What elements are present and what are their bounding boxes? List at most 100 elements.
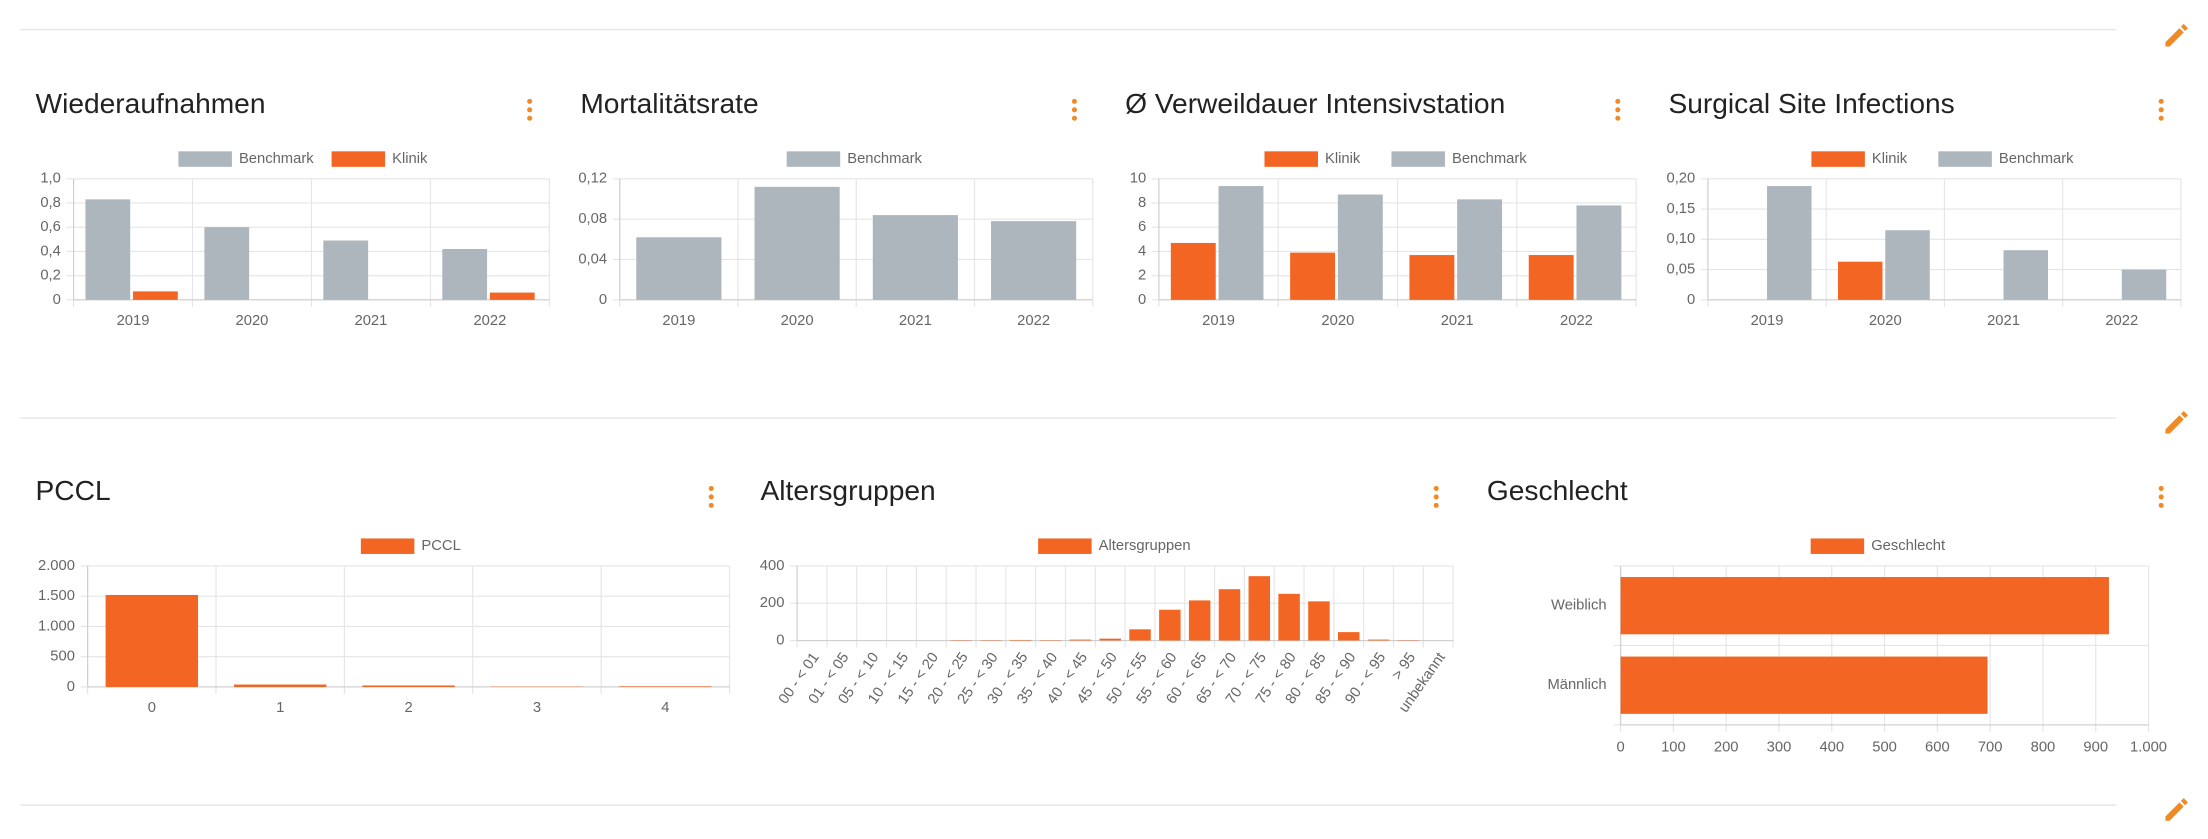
chart-title: Wiederaufnahmen <box>36 88 266 119</box>
bar <box>1528 255 1574 300</box>
bar <box>1457 199 1503 300</box>
x-tick-label: 200 <box>1714 739 1739 755</box>
x-tick-label: 2020 <box>236 313 269 329</box>
y-tick-label: 1,0 <box>40 171 61 187</box>
y-tick-label: 500 <box>50 649 75 665</box>
bar <box>1337 194 1383 300</box>
legend-label: Klinik <box>1325 151 1361 167</box>
x-tick-label: 2022 <box>473 313 506 329</box>
y-tick-label: 10 <box>1130 171 1146 187</box>
legend-swatch <box>1391 151 1445 167</box>
x-tick-label: 800 <box>2031 739 2056 755</box>
chart-panel: Ø Verweildauer Intensivstation Klinik Benc… <box>1125 88 1637 329</box>
edit-icon[interactable] <box>2165 411 2188 434</box>
legend-swatch <box>331 151 386 167</box>
x-tick-label: 1.000 <box>2130 739 2167 755</box>
bar <box>1278 593 1300 641</box>
chart-title: Mortalitätsrate <box>580 88 758 119</box>
legend-label: Benchmark <box>1999 151 2074 167</box>
menu-button[interactable] <box>708 485 714 508</box>
chart-panel: Surgical Site Infections Klinik Benchmark 0… <box>1666 88 2182 329</box>
x-tick-label: 400 <box>1819 739 1844 755</box>
menu-button[interactable] <box>1433 485 1439 508</box>
x-tick-label: 0 <box>1617 739 1625 755</box>
y-tick-label: 2 <box>1138 268 1146 284</box>
bar <box>323 240 369 300</box>
bar <box>1188 600 1211 641</box>
x-tick-label: 900 <box>2083 739 2108 755</box>
bar <box>1159 609 1181 641</box>
menu-button[interactable] <box>1615 98 1621 121</box>
x-tick-label: 500 <box>1872 739 1897 755</box>
x-tick-label: 2019 <box>117 313 150 329</box>
y-tick-label: 0 <box>53 292 61 308</box>
bar <box>362 685 455 687</box>
bar <box>1620 656 1988 714</box>
edit-icon[interactable] <box>2165 798 2188 821</box>
y-tick-label: 0,15 <box>1666 201 1695 217</box>
y-tick-label: 2.000 <box>38 558 75 574</box>
menu-dot <box>2158 485 2164 492</box>
x-tick-label: 700 <box>1978 739 2003 755</box>
menu-button[interactable] <box>2158 485 2164 508</box>
x-tick-label: 2020 <box>1869 313 1902 329</box>
menu-dot <box>527 98 533 104</box>
menu-dot <box>1433 502 1439 508</box>
menu-dot <box>1615 115 1621 121</box>
y-tick-label: Männlich <box>1547 677 1606 693</box>
x-tick-label: 2 <box>404 700 412 716</box>
y-tick-label: 0,4 <box>40 243 61 259</box>
menu-dot <box>1071 115 1077 121</box>
bar <box>1767 186 1812 300</box>
edit-icon[interactable] <box>2165 23 2188 47</box>
bar <box>1069 639 1092 641</box>
y-tick-label: 0,8 <box>40 195 61 211</box>
x-tick-label: 100 <box>1661 739 1686 755</box>
menu-button[interactable] <box>2158 98 2164 121</box>
bar <box>636 237 722 300</box>
legend-swatch <box>178 151 232 167</box>
x-tick-label: 2019 <box>1751 313 1784 329</box>
bar <box>133 291 178 300</box>
y-tick-label: 4 <box>1138 243 1146 259</box>
x-tick-label: 300 <box>1767 739 1792 755</box>
y-tick-label: 0,20 <box>1666 171 1695 187</box>
menu-dot <box>1071 98 1077 104</box>
bar <box>1218 589 1241 641</box>
y-tick-label: 0,12 <box>578 171 607 187</box>
menu-dot <box>1433 494 1439 500</box>
y-tick-label: 0,6 <box>40 219 61 235</box>
y-tick-label: 0 <box>1138 292 1146 308</box>
y-tick-label: 0 <box>1687 292 1695 308</box>
x-tick-label: 2022 <box>1560 313 1593 329</box>
menu-dot <box>708 502 714 508</box>
legend-label: PCCL <box>421 538 460 554</box>
menu-dot <box>1615 107 1621 113</box>
menu-dot <box>527 107 533 113</box>
y-tick-label: 1.500 <box>38 588 75 604</box>
bar <box>1308 601 1330 641</box>
legend-swatch <box>1938 151 1992 167</box>
bar <box>85 199 131 300</box>
chart-title: Ø Verweildauer Intensivstation <box>1125 88 1505 119</box>
bar <box>1129 629 1151 641</box>
x-tick-label: 4 <box>661 700 669 716</box>
y-tick-label: 0,08 <box>578 211 607 227</box>
bar <box>1885 230 1930 300</box>
x-tick-label: 2020 <box>1321 313 1354 329</box>
menu-button[interactable] <box>527 98 533 121</box>
menu-button[interactable] <box>1071 98 1077 121</box>
y-tick-label: Weiblich <box>1551 598 1607 614</box>
x-tick-label: 2022 <box>2105 313 2138 329</box>
y-tick-label: 200 <box>760 595 785 611</box>
chart-panel: Geschlecht Geschlecht 0 100 200 300 400 500 600 7… <box>1487 475 2167 755</box>
x-tick-label: 2022 <box>1017 313 1050 329</box>
x-tick-label: 2019 <box>662 313 695 329</box>
legend-label: Altersgruppen <box>1099 538 1191 554</box>
bar <box>754 186 840 300</box>
menu-dot <box>2158 502 2164 508</box>
legend-label: Klinik <box>1872 151 1908 167</box>
menu-dot <box>2158 107 2164 113</box>
